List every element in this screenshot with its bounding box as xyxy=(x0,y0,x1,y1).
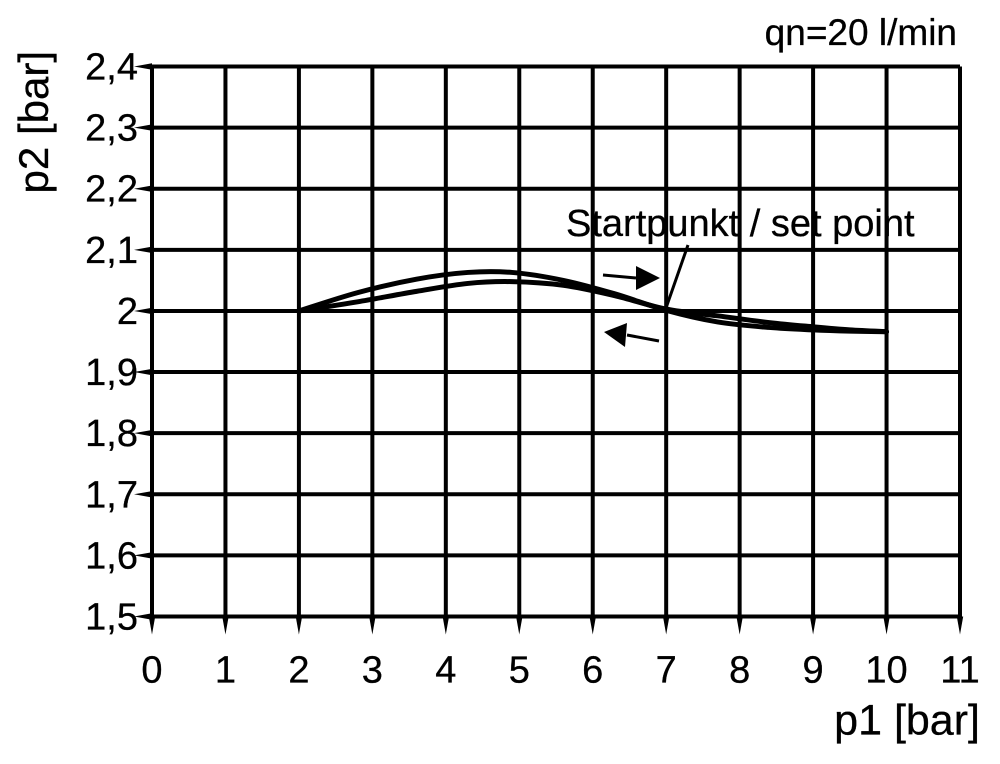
svg-text:p1 [bar]: p1 [bar] xyxy=(834,697,980,745)
svg-text:qn=20 l/min: qn=20 l/min xyxy=(765,12,957,53)
svg-text:1,6: 1,6 xyxy=(85,535,138,577)
svg-text:4: 4 xyxy=(435,650,456,692)
svg-text:10: 10 xyxy=(865,650,907,692)
svg-text:2,3: 2,3 xyxy=(85,108,138,150)
svg-text:3: 3 xyxy=(362,650,383,692)
svg-text:1,5: 1,5 xyxy=(85,597,138,639)
svg-text:5: 5 xyxy=(509,650,530,692)
svg-text:1,9: 1,9 xyxy=(85,352,138,394)
svg-text:9: 9 xyxy=(803,650,824,692)
svg-text:0: 0 xyxy=(141,650,162,692)
svg-text:Startpunkt / set point: Startpunkt / set point xyxy=(566,203,915,245)
svg-text:1,8: 1,8 xyxy=(85,413,138,455)
svg-text:2,4: 2,4 xyxy=(85,47,138,89)
svg-text:1: 1 xyxy=(215,650,236,692)
svg-text:7: 7 xyxy=(656,650,677,692)
svg-text:2,1: 2,1 xyxy=(85,230,138,272)
svg-text:11: 11 xyxy=(940,650,979,692)
svg-text:8: 8 xyxy=(729,650,750,692)
svg-text:p2 [bar]: p2 [bar] xyxy=(10,51,57,193)
svg-text:2: 2 xyxy=(288,650,309,692)
svg-text:6: 6 xyxy=(582,650,603,692)
svg-text:2: 2 xyxy=(117,291,138,333)
svg-text:1,7: 1,7 xyxy=(85,474,138,516)
svg-text:2,2: 2,2 xyxy=(85,169,138,211)
